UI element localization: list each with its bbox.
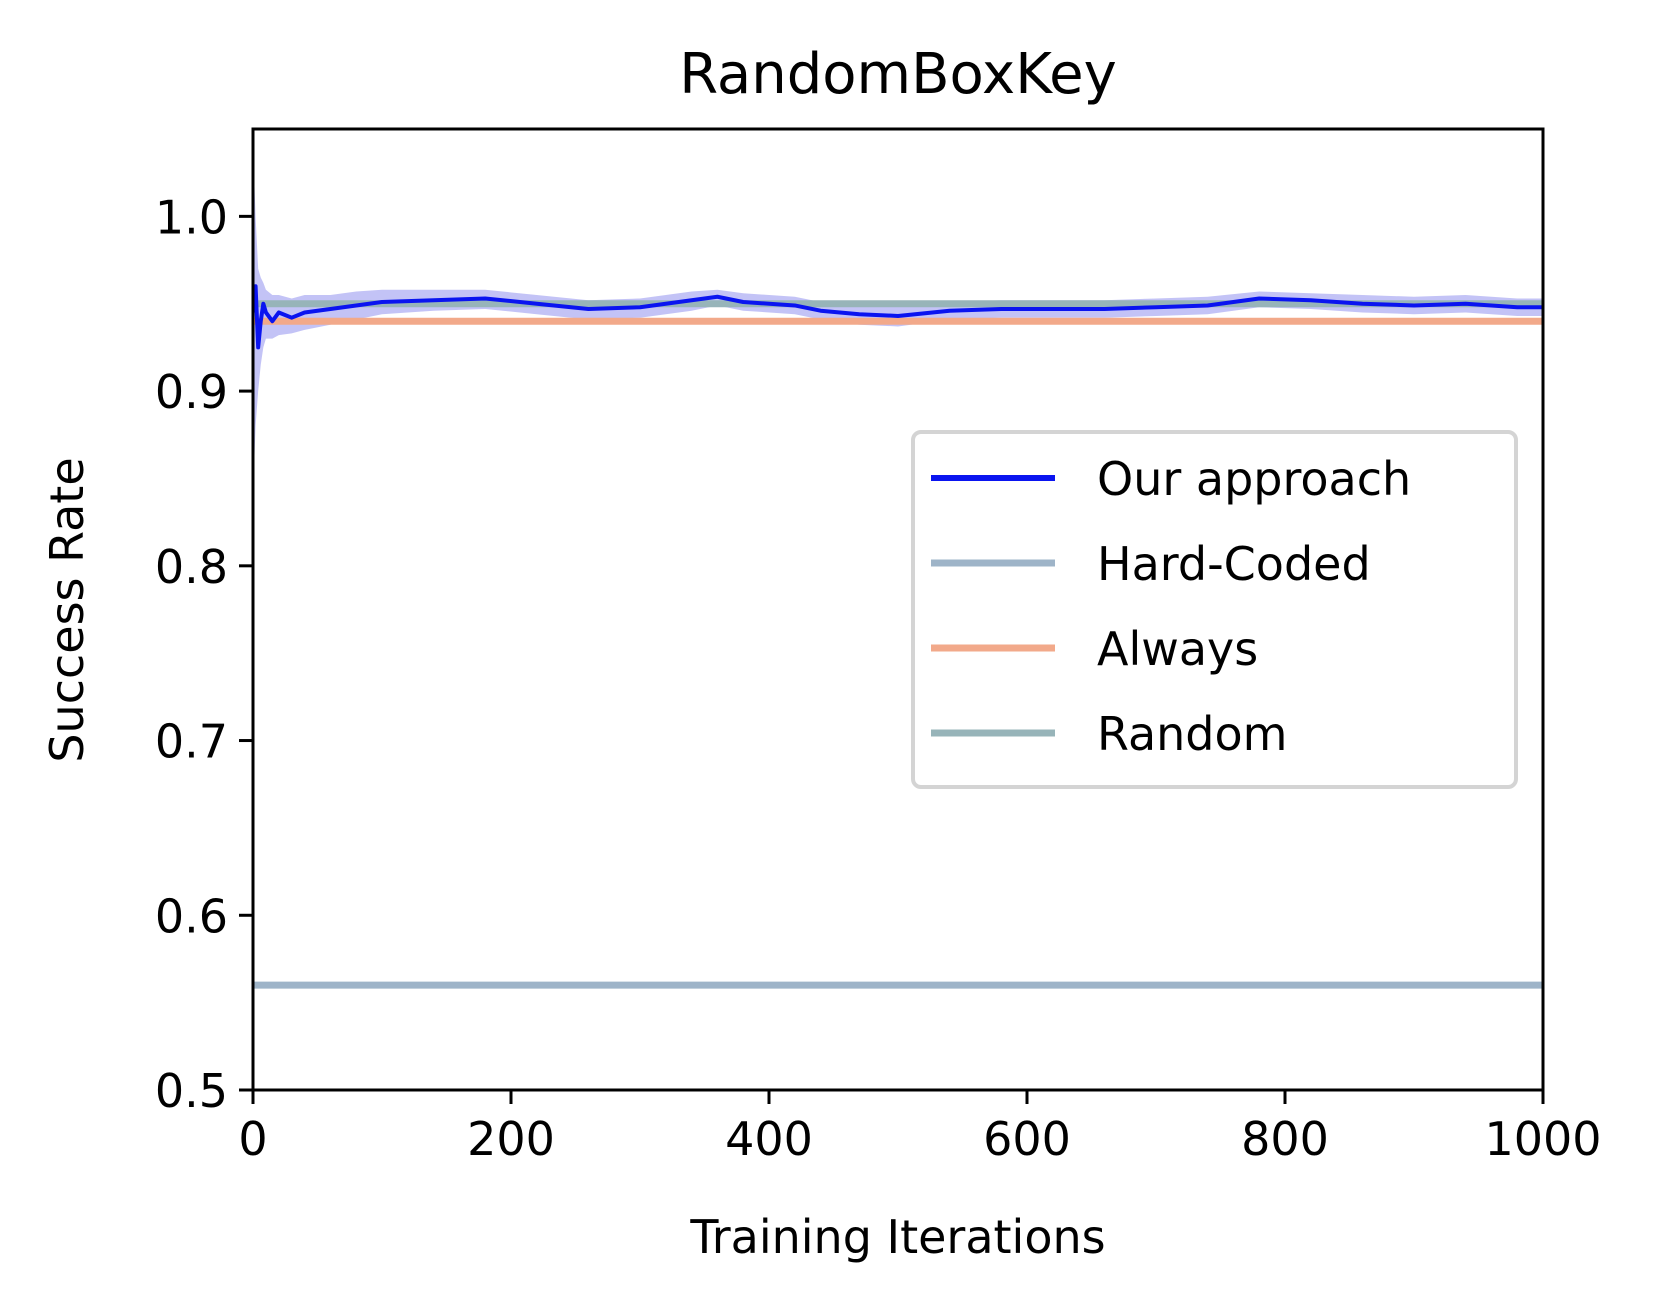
y-tick-label: 0.7 <box>155 715 228 769</box>
legend-label: Random <box>1097 707 1287 761</box>
legend-label: Always <box>1097 622 1258 676</box>
x-axis-label: Training Iterations <box>689 1210 1105 1264</box>
legend: Our approach Hard-Coded Always Random <box>911 430 1518 789</box>
plot-frame <box>251 127 1545 1092</box>
our-approach-line <box>253 284 1543 350</box>
legend-label: Our approach <box>1097 452 1411 506</box>
y-tick-label: 0.6 <box>155 889 228 943</box>
legend-entry-our-approach: Our approach <box>931 452 1411 506</box>
series-group <box>253 146 1543 989</box>
x-tick-label: 200 <box>467 1112 555 1166</box>
legend-box <box>911 430 1518 789</box>
y-axis: 0.5 0.6 0.7 0.8 0.9 1.0 <box>155 190 253 1118</box>
x-tick-label: 600 <box>983 1112 1071 1166</box>
x-tick-label: 1000 <box>1484 1112 1601 1166</box>
y-tick-label: 1.0 <box>155 190 228 244</box>
x-tick-label: 800 <box>1241 1112 1329 1166</box>
y-axis-label: Success Rate <box>40 457 94 762</box>
chart-title: RandomBoxKey <box>679 42 1116 107</box>
legend-entry-hard-coded: Hard-Coded <box>931 537 1371 591</box>
y-tick-label: 0.5 <box>155 1064 228 1118</box>
y-tick-label: 0.8 <box>155 540 228 594</box>
x-tick-label: 400 <box>725 1112 813 1166</box>
y-tick-label: 0.9 <box>155 365 228 419</box>
x-axis: 0 200 400 600 800 1000 <box>238 1090 1602 1166</box>
legend-label: Hard-Coded <box>1097 537 1371 591</box>
legend-entry-always: Always <box>931 622 1258 676</box>
plot-marks <box>253 146 1543 989</box>
x-tick-label: 0 <box>238 1112 267 1166</box>
legend-entry-random: Random <box>931 707 1287 761</box>
